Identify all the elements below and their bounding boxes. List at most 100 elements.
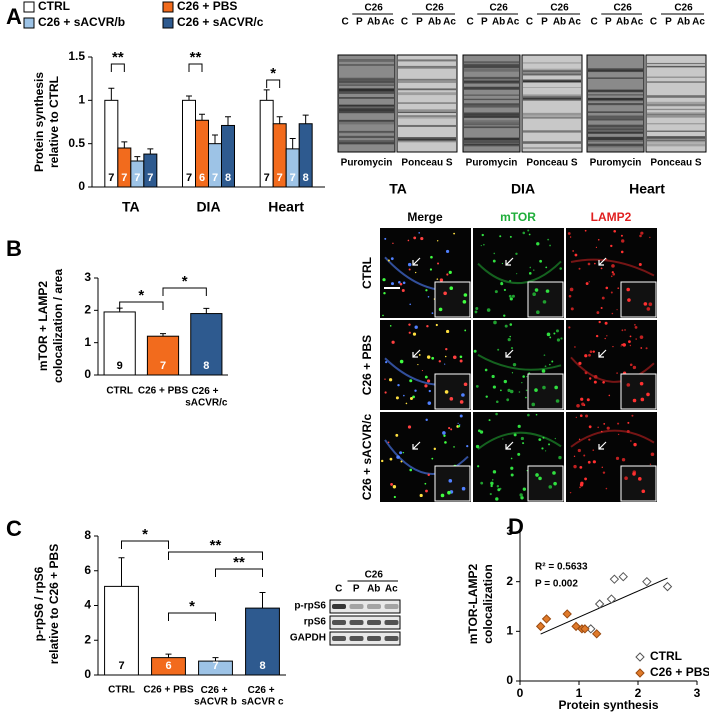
blot-band xyxy=(647,113,705,116)
lane-label: Ab xyxy=(616,17,629,28)
blot-band xyxy=(464,144,519,146)
signal-dot xyxy=(384,237,387,240)
error-bar xyxy=(212,134,218,144)
blot-band xyxy=(339,139,394,142)
blot-band xyxy=(647,95,705,98)
signal-dot xyxy=(488,419,491,422)
signal-dot xyxy=(424,482,427,485)
lane-label: P xyxy=(356,17,363,28)
blot-band xyxy=(367,604,381,609)
blot-band xyxy=(398,78,456,81)
blot-band xyxy=(588,103,643,106)
signal-dot xyxy=(439,278,444,282)
blot-band xyxy=(523,141,581,144)
y-axis-label: mTOR + LAMP2 xyxy=(36,281,50,371)
blot-band xyxy=(339,122,394,125)
blot-band xyxy=(339,119,394,122)
signal-dot xyxy=(620,345,622,347)
scatter-point xyxy=(606,594,617,604)
signal-dot xyxy=(426,325,429,328)
signal-dot xyxy=(587,460,591,464)
y-tick-label: 4 xyxy=(84,598,91,612)
error-bar xyxy=(289,137,296,149)
signal-dot xyxy=(535,413,538,416)
blot-band xyxy=(339,89,394,92)
n-label: 7 xyxy=(118,660,124,672)
blot-band xyxy=(339,110,394,114)
x-tick-label: CTRL xyxy=(106,386,133,397)
blot-band xyxy=(464,140,519,144)
signal-dot xyxy=(595,246,598,248)
signal-dot xyxy=(499,235,502,238)
y-tick-label: 0 xyxy=(84,367,91,381)
error-bar xyxy=(186,95,192,101)
signal-dot xyxy=(509,235,512,238)
blot-band xyxy=(588,143,643,146)
legend-label: C26 + PBS xyxy=(177,0,237,13)
y-axis-label: relative to C26 + PBS xyxy=(47,544,61,664)
significance-bracket xyxy=(215,568,263,577)
legend-swatch xyxy=(162,17,174,29)
lane-label: Ac xyxy=(630,17,643,28)
signal-dot xyxy=(519,493,523,497)
signal-dot xyxy=(485,395,488,398)
signal-dot xyxy=(384,378,386,380)
lane-group: C26 xyxy=(674,3,693,14)
legend-label: CTRL xyxy=(650,649,682,663)
blot-band xyxy=(398,102,456,104)
blot-band xyxy=(398,59,456,62)
blot-band xyxy=(588,137,643,141)
blot-band xyxy=(398,65,456,69)
signal-dot xyxy=(570,307,574,311)
signal-dot xyxy=(534,388,538,392)
signal-dot xyxy=(553,481,557,486)
signal-dot xyxy=(629,363,633,367)
signal-dot xyxy=(486,308,491,312)
fiber-border xyxy=(384,439,469,475)
signal-dot xyxy=(544,365,547,368)
signal-dot xyxy=(635,338,637,340)
signal-dot xyxy=(443,434,446,438)
significance-bracket xyxy=(266,79,281,88)
signal-dot xyxy=(649,236,651,239)
legend-swatch xyxy=(162,1,174,13)
tissue-label: DIA xyxy=(511,181,535,197)
n-label: 7 xyxy=(290,172,296,184)
arrow xyxy=(598,349,607,358)
lane-label: Ab xyxy=(677,17,690,28)
n-label: 7 xyxy=(160,360,166,372)
signal-dot xyxy=(424,384,428,388)
signal-dot xyxy=(501,262,504,265)
bar xyxy=(298,123,313,188)
signal-dot xyxy=(408,331,411,334)
signal-dot xyxy=(381,459,384,463)
signal-dot xyxy=(389,378,393,382)
signal-dot xyxy=(595,334,599,338)
signal-dot xyxy=(542,300,547,304)
inset xyxy=(620,281,657,318)
signal-dot xyxy=(549,363,551,366)
signal-dot xyxy=(575,416,578,419)
signal-dot xyxy=(638,477,642,481)
stain-label: Puromycin xyxy=(341,158,393,169)
y-tick-label: 8 xyxy=(84,528,91,542)
blot-band xyxy=(647,143,705,147)
y-tick-label: 0 xyxy=(78,179,85,193)
lane-label: P xyxy=(416,17,423,28)
error-bar xyxy=(118,557,125,587)
signal-dot xyxy=(510,457,513,460)
bar xyxy=(104,99,119,188)
condition-label: CTRL xyxy=(360,257,374,289)
signal-dot xyxy=(421,369,424,372)
blot-band xyxy=(464,81,519,84)
blot xyxy=(645,54,707,153)
signal-dot xyxy=(407,239,410,242)
signal-dot xyxy=(613,229,617,233)
x-tick-label: 3 xyxy=(694,686,701,700)
signal-dot xyxy=(634,325,638,329)
signal-dot xyxy=(512,362,517,367)
tissue-label: Heart xyxy=(629,181,665,197)
blot-band xyxy=(339,142,394,145)
blot-band xyxy=(588,131,643,134)
blot-band xyxy=(647,81,705,83)
